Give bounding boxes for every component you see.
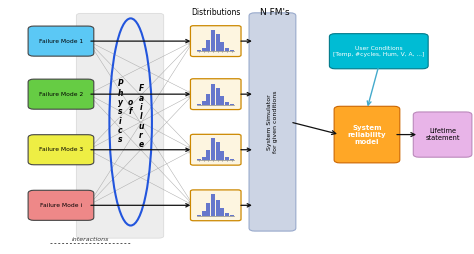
Text: Failure Mode 2: Failure Mode 2 <box>39 92 83 97</box>
Bar <box>211 138 215 160</box>
Bar <box>230 215 234 216</box>
Bar <box>220 151 224 160</box>
Text: User Conditions
[Temp, #cycles, Hum, V, A, ...]: User Conditions [Temp, #cycles, Hum, V, … <box>333 46 425 57</box>
Bar <box>211 30 215 52</box>
Text: Distributions: Distributions <box>191 8 240 17</box>
Bar <box>206 40 210 52</box>
Text: Lifetime
statement: Lifetime statement <box>425 128 460 141</box>
FancyBboxPatch shape <box>191 134 241 165</box>
Bar <box>211 84 215 104</box>
Bar <box>206 150 210 160</box>
Text: interactions: interactions <box>72 237 109 242</box>
Text: System Simulator
for given conditions: System Simulator for given conditions <box>267 91 278 153</box>
FancyBboxPatch shape <box>28 26 94 56</box>
Bar <box>216 34 219 52</box>
Bar <box>211 194 215 216</box>
FancyBboxPatch shape <box>191 190 241 221</box>
FancyBboxPatch shape <box>413 112 472 157</box>
Text: Failure Mode 1: Failure Mode 1 <box>39 39 83 44</box>
Bar <box>230 50 234 52</box>
Text: N FM's: N FM's <box>260 8 290 17</box>
FancyBboxPatch shape <box>76 13 164 238</box>
Text: P
h
y
s
i
c
s: P h y s i c s <box>118 79 123 144</box>
Text: F
a
i
l
u
r
e: F a i l u r e <box>138 84 144 149</box>
Bar <box>197 215 201 216</box>
Text: Failure Mode 3: Failure Mode 3 <box>39 147 83 152</box>
Bar <box>202 211 206 216</box>
FancyBboxPatch shape <box>28 135 94 165</box>
Bar <box>220 42 224 52</box>
FancyBboxPatch shape <box>28 79 94 109</box>
Bar <box>225 102 229 104</box>
Bar <box>202 47 206 52</box>
Text: Failure Mode i: Failure Mode i <box>40 203 82 208</box>
FancyBboxPatch shape <box>191 26 241 57</box>
Bar <box>197 50 201 52</box>
FancyBboxPatch shape <box>334 106 400 163</box>
Bar <box>225 47 229 52</box>
Bar <box>202 101 206 104</box>
FancyBboxPatch shape <box>191 79 241 109</box>
Text: o
f: o f <box>128 98 133 116</box>
Bar <box>220 96 224 104</box>
Bar <box>220 208 224 216</box>
Bar <box>216 142 219 160</box>
Bar <box>206 203 210 216</box>
FancyBboxPatch shape <box>28 190 94 220</box>
Bar <box>216 200 219 216</box>
Bar <box>216 88 219 104</box>
Text: System
reliability
model: System reliability model <box>347 124 386 145</box>
Bar <box>225 157 229 160</box>
Bar <box>206 94 210 104</box>
Bar <box>225 214 229 216</box>
Bar <box>202 157 206 160</box>
FancyBboxPatch shape <box>249 13 296 231</box>
FancyBboxPatch shape <box>329 34 428 69</box>
Bar <box>230 159 234 160</box>
